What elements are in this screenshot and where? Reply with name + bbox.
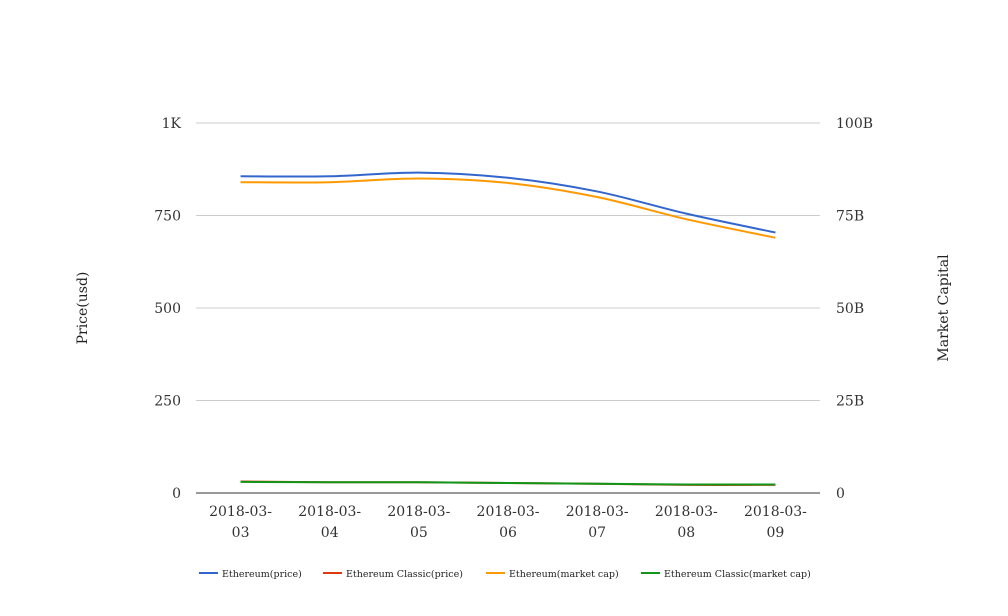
right-tick-label: 25B bbox=[836, 394, 864, 410]
legend: Ethereum(price) Ethereum Classic(price) Et… bbox=[199, 569, 811, 580]
legend-label: Ethereum(price) bbox=[222, 569, 302, 580]
left-tick-label: 750 bbox=[154, 209, 181, 225]
left-axis-title: Price(usd) bbox=[75, 272, 91, 345]
x-tick-label: 2018-03-05 bbox=[387, 504, 450, 541]
left-tick-label: 250 bbox=[154, 394, 181, 410]
series-lines bbox=[240, 171, 776, 486]
x-tick-label: 2018-03-09 bbox=[744, 504, 807, 541]
x-tick-label: 2018-03-08 bbox=[655, 504, 718, 541]
left-tick-label: 0 bbox=[172, 486, 181, 502]
series-line-ethereum-market-cap bbox=[240, 177, 776, 239]
gridlines bbox=[196, 122, 820, 494]
x-tick-label: 2018-03-07 bbox=[566, 504, 629, 541]
legend-item[interactable]: Ethereum(price) bbox=[199, 569, 302, 580]
right-axis-title: Market Capital bbox=[936, 254, 952, 362]
left-tick-label: 500 bbox=[154, 301, 181, 317]
right-tick-label: 75B bbox=[836, 209, 864, 225]
legend-label: Ethereum(market cap) bbox=[509, 569, 619, 580]
legend-label: Ethereum Classic(market cap) bbox=[664, 569, 811, 580]
legend-item[interactable]: Ethereum(market cap) bbox=[486, 569, 619, 580]
series-line-ethereum-classic-market-cap bbox=[240, 480, 776, 486]
legend-item[interactable]: Ethereum Classic(price) bbox=[323, 569, 463, 580]
left-axis-ticks: 0 250 500 750 1K bbox=[154, 116, 181, 502]
series-line-ethereum-price bbox=[240, 171, 776, 234]
x-tick-label: 2018-03-04 bbox=[298, 504, 361, 541]
right-tick-label: 0 bbox=[836, 486, 845, 502]
x-axis-ticks: 2018-03-03 2018-03-04 2018-03-05 2018-03-06… bbox=[209, 504, 807, 541]
legend-item[interactable]: Ethereum Classic(market cap) bbox=[641, 569, 811, 580]
right-tick-label: 50B bbox=[836, 301, 864, 317]
legend-label: Ethereum Classic(price) bbox=[346, 569, 463, 580]
right-tick-label: 100B bbox=[836, 116, 873, 132]
left-tick-label: 1K bbox=[162, 116, 182, 132]
right-axis-ticks: 0 25B 50B 75B 100B bbox=[836, 116, 873, 502]
x-tick-label: 2018-03-06 bbox=[477, 504, 540, 541]
x-tick-label: 2018-03-03 bbox=[209, 504, 272, 541]
